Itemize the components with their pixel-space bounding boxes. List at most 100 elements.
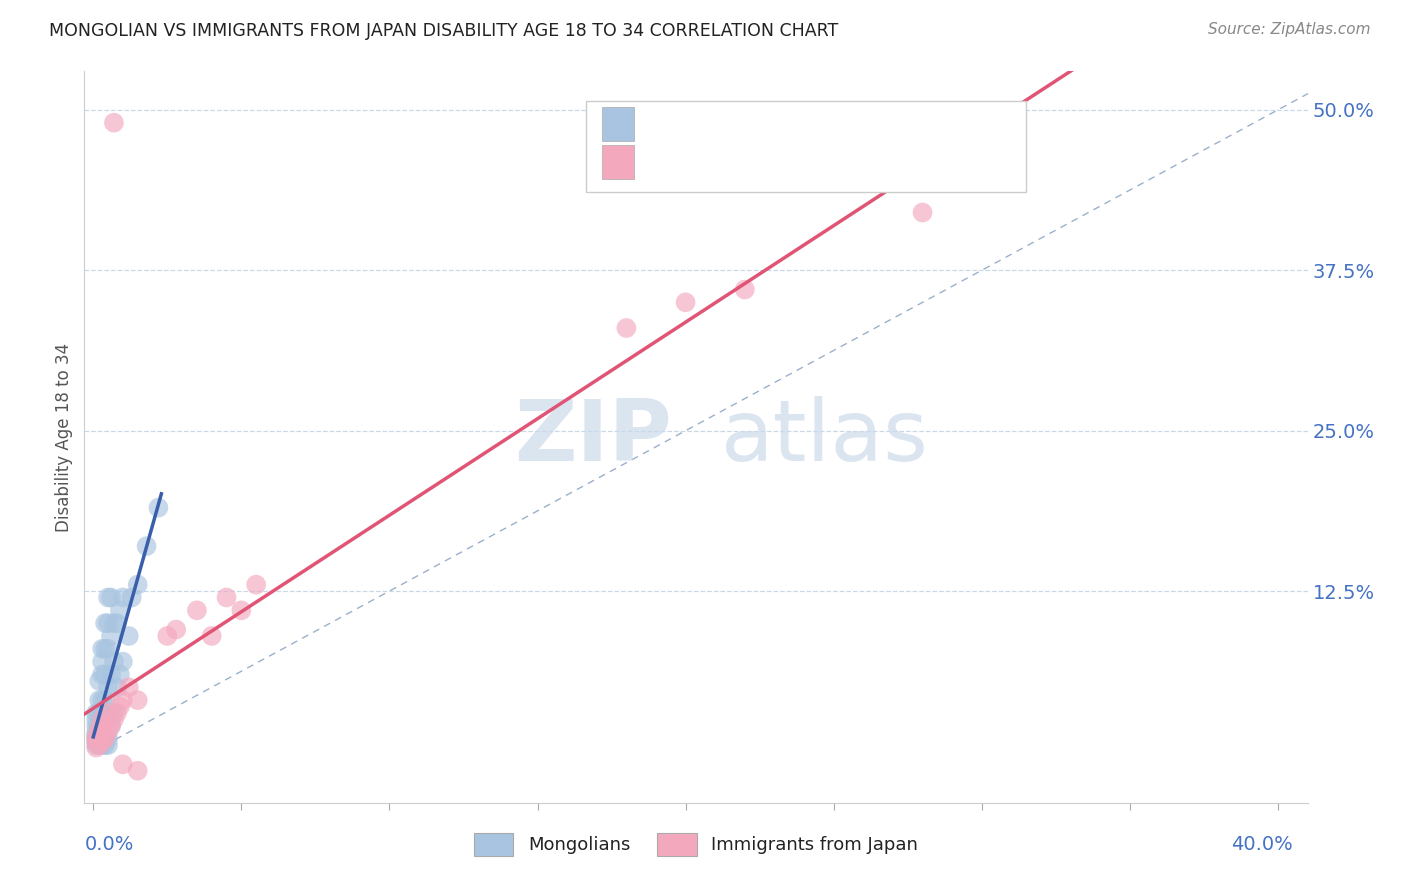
Point xyxy=(97,591,120,605)
Point xyxy=(201,629,224,643)
Point xyxy=(84,729,107,743)
Point xyxy=(103,655,125,669)
FancyBboxPatch shape xyxy=(602,145,634,179)
Point xyxy=(84,706,107,720)
Point xyxy=(94,731,117,746)
Point xyxy=(215,591,238,605)
Point xyxy=(231,603,253,617)
Point xyxy=(89,725,111,739)
Point xyxy=(91,725,114,739)
Point xyxy=(84,734,107,748)
Point xyxy=(91,706,114,720)
Point xyxy=(89,693,111,707)
Point xyxy=(108,603,131,617)
Point xyxy=(108,667,131,681)
Point xyxy=(94,731,117,746)
Text: MONGOLIAN VS IMMIGRANTS FROM JAPAN DISABILITY AGE 18 TO 34 CORRELATION CHART: MONGOLIAN VS IMMIGRANTS FROM JAPAN DISAB… xyxy=(49,22,838,40)
Point xyxy=(734,283,756,297)
Point xyxy=(186,603,208,617)
Point xyxy=(94,719,117,733)
Point xyxy=(91,667,114,681)
Point xyxy=(148,500,170,515)
FancyBboxPatch shape xyxy=(586,101,1026,192)
Point xyxy=(97,706,120,720)
Text: Source: ZipAtlas.com: Source: ZipAtlas.com xyxy=(1208,22,1371,37)
Point xyxy=(245,577,267,591)
Point xyxy=(91,693,114,707)
Point xyxy=(89,731,111,746)
Point xyxy=(94,667,117,681)
Point xyxy=(100,591,122,605)
Text: R = 0.461   N = 56: R = 0.461 N = 56 xyxy=(647,112,848,130)
Text: R = 0.727   N = 34: R = 0.727 N = 34 xyxy=(647,151,846,169)
Point xyxy=(84,729,107,743)
Point xyxy=(84,725,107,739)
Point xyxy=(89,719,111,733)
Point xyxy=(614,321,637,335)
Point xyxy=(127,577,149,591)
Point xyxy=(94,641,117,656)
Point xyxy=(100,719,122,733)
Point xyxy=(84,734,107,748)
Point xyxy=(97,731,120,746)
Point xyxy=(118,629,141,643)
Point xyxy=(111,757,134,772)
Point xyxy=(100,667,122,681)
Point xyxy=(89,738,111,752)
Point xyxy=(156,629,179,643)
Point xyxy=(105,681,128,695)
Point xyxy=(165,623,187,637)
Point xyxy=(84,740,107,755)
Point xyxy=(111,693,134,707)
FancyBboxPatch shape xyxy=(602,107,634,141)
Point xyxy=(105,616,128,631)
Point xyxy=(135,539,157,553)
Point xyxy=(89,706,111,720)
Point xyxy=(89,734,111,748)
Point xyxy=(91,641,114,656)
Point xyxy=(91,738,114,752)
Text: 0.0%: 0.0% xyxy=(84,835,134,854)
Point xyxy=(97,616,120,631)
Point xyxy=(103,616,125,631)
Point xyxy=(89,731,111,746)
Point xyxy=(103,706,125,720)
Point xyxy=(89,722,111,736)
Point xyxy=(84,731,107,746)
Point xyxy=(89,738,111,752)
Point xyxy=(127,764,149,778)
Point xyxy=(103,116,125,130)
Point xyxy=(97,706,120,720)
Text: atlas: atlas xyxy=(720,395,928,479)
Point xyxy=(111,591,134,605)
Point xyxy=(108,699,131,714)
Point xyxy=(94,738,117,752)
Point xyxy=(911,205,934,219)
Point xyxy=(94,719,117,733)
Text: 40.0%: 40.0% xyxy=(1232,835,1292,854)
Text: ZIP: ZIP xyxy=(513,395,672,479)
Point xyxy=(97,725,120,739)
Point xyxy=(91,712,114,726)
Point xyxy=(97,681,120,695)
Point xyxy=(111,655,134,669)
Point xyxy=(97,641,120,656)
Point xyxy=(100,719,122,733)
Point xyxy=(89,673,111,688)
Point xyxy=(84,719,107,733)
Point xyxy=(121,591,143,605)
Y-axis label: Disability Age 18 to 34: Disability Age 18 to 34 xyxy=(55,343,73,532)
Point xyxy=(118,681,141,695)
Point xyxy=(127,693,149,707)
Point xyxy=(91,731,114,746)
Point xyxy=(91,734,114,748)
Point xyxy=(675,295,697,310)
Point xyxy=(91,655,114,669)
Point xyxy=(105,706,128,720)
Point xyxy=(84,738,107,752)
Point xyxy=(84,712,107,726)
Point xyxy=(97,738,120,752)
Point xyxy=(91,719,114,733)
Point xyxy=(94,693,117,707)
Point xyxy=(100,629,122,643)
